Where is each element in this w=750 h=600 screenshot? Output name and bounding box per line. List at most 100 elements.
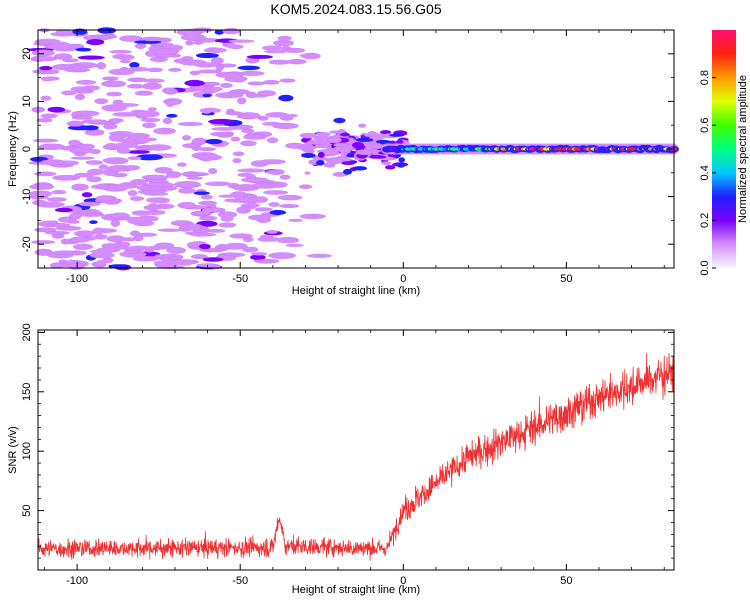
heatmap-noise-cell <box>48 220 59 225</box>
heatmap-noise-cell <box>131 210 152 216</box>
heatmap-noise-cell <box>206 228 226 233</box>
heatmap-noise-cell <box>219 83 233 88</box>
y-tick-label: 200 <box>21 323 33 341</box>
heatmap-noise-cell <box>279 203 300 208</box>
heatmap-noise-cell <box>250 254 266 261</box>
colorbar-tick-label: 0.6 <box>699 118 711 133</box>
heatmap-transition-cell <box>316 160 325 166</box>
heatmap-noise-cell <box>127 217 145 225</box>
heatmap-noise-cell <box>178 187 196 194</box>
heatmap-noise-cell <box>251 197 264 201</box>
heatmap-noise-cell <box>61 90 78 96</box>
heatmap-noise-cell <box>38 143 65 151</box>
heatmap-noise-cell <box>262 121 281 126</box>
heatmap-noise-cell <box>299 213 326 220</box>
heatmap-noise-cell <box>58 259 68 264</box>
heatmap-noise-cell <box>265 112 289 118</box>
heatmap-noise-cell <box>247 81 266 86</box>
heatmap-noise-cell <box>127 83 145 89</box>
heatmap-noise-cell <box>127 150 150 154</box>
snr-y-label: SNR (v/v) <box>7 426 19 474</box>
heatmap-noise-cell <box>77 55 105 60</box>
heatmap-noise-cell <box>149 56 168 63</box>
heatmap-noise-cell <box>157 228 183 232</box>
heatmap-noise-cell <box>106 91 123 97</box>
heatmap-noise-cell <box>153 260 181 266</box>
heatmap-transition-cell <box>315 132 331 137</box>
heatmap-noise-cell <box>85 160 104 165</box>
heatmap-noise-cell <box>82 125 99 131</box>
y-tick-label: 150 <box>21 383 33 401</box>
heatmap-noise-cell <box>258 159 286 165</box>
heatmap-noise-cell <box>89 220 98 225</box>
heatmap-noise-cell <box>143 78 165 83</box>
heatmap-noise-cell <box>306 253 332 258</box>
heatmap-noise-cell <box>115 132 130 139</box>
heatmap-noise-cell <box>129 230 141 237</box>
heatmap-noise-cell <box>144 50 158 57</box>
heatmap-noise-cell <box>266 230 278 234</box>
heatmap-noise-cell <box>108 68 135 76</box>
heatmap-noise-cell <box>51 190 67 195</box>
heatmap-noise-cell <box>74 93 85 101</box>
heatmap-noise-cell <box>166 171 182 179</box>
heatmap-noise-cell <box>127 190 138 197</box>
heatmap-noise-cell <box>134 90 153 96</box>
heatmap-noise-cell <box>190 254 208 260</box>
heatmap-noise-cell <box>237 168 265 173</box>
heatmap-noise-cell <box>177 122 203 126</box>
heatmap-noise-cell <box>110 219 121 227</box>
heatmap-noise-cell <box>222 131 235 137</box>
heatmap-noise-cell <box>201 108 212 114</box>
heatmap-noise-cell <box>117 54 135 61</box>
heatmap-noise-cell <box>86 176 102 182</box>
heatmap-noise-cell <box>109 49 132 54</box>
heatmap-noise-cell <box>238 70 265 76</box>
heatmap-noise-cell <box>98 164 108 170</box>
heatmap-noise-cell <box>269 210 287 215</box>
heatmap-noise-cell <box>71 183 89 191</box>
heatmap-noise-cell <box>138 146 152 151</box>
heatmap-noise-cell <box>218 222 237 228</box>
heatmap-noise-cell <box>299 53 313 58</box>
heatmap-noise-cell <box>268 252 296 259</box>
heatmap-noise-cell <box>186 176 203 180</box>
heatmap-transition-cell <box>371 143 384 149</box>
heatmap-noise-cell <box>143 192 169 196</box>
heatmap-noise-cell <box>40 76 60 81</box>
heatmap-noise-cell <box>81 192 93 198</box>
heatmap-transition-cell <box>352 142 364 149</box>
heatmap-noise-cell <box>257 90 277 97</box>
heatmap-noise-cell <box>193 40 204 45</box>
heatmap-noise-cell <box>232 151 245 157</box>
heatmap-noise-cell <box>147 107 157 112</box>
heatmap-noise-cell <box>286 114 299 118</box>
heatmap-transition-cell <box>315 136 328 143</box>
heatmap-noise-cell <box>93 234 108 240</box>
heatmap-noise-cell <box>197 147 216 152</box>
heatmap-noise-cell <box>96 183 110 190</box>
heatmap-transition-cell <box>301 153 316 158</box>
heatmap-noise-cell <box>96 62 107 70</box>
heatmap-noise-cell <box>126 66 150 72</box>
heatmap-noise-cell <box>85 212 105 217</box>
snr-y-ticks: 50 100 150 200 <box>21 323 674 559</box>
spectrogram-y-ticks: -20 -10 0 10 20 <box>21 29 674 269</box>
heatmap-noise-cell <box>34 171 57 177</box>
heatmap-noise-cell <box>143 205 162 211</box>
heatmap-noise-cell <box>114 103 139 107</box>
heatmap-noise-cell <box>202 257 224 262</box>
heatmap-noise-cell <box>40 159 66 166</box>
heatmap-noise-cell <box>108 264 128 269</box>
heatmap-noise-cell <box>206 47 221 51</box>
heatmap-noise-cell <box>242 237 254 242</box>
heatmap-transition-cell <box>333 142 348 147</box>
heatmap-noise-cell <box>195 154 223 161</box>
heatmap-noise-cell <box>44 231 70 235</box>
heatmap-noise-cell <box>189 232 217 237</box>
heatmap-noise-cell <box>262 80 280 85</box>
heatmap-noise-cell <box>153 127 177 135</box>
y-tick-label: 0 <box>21 146 33 152</box>
